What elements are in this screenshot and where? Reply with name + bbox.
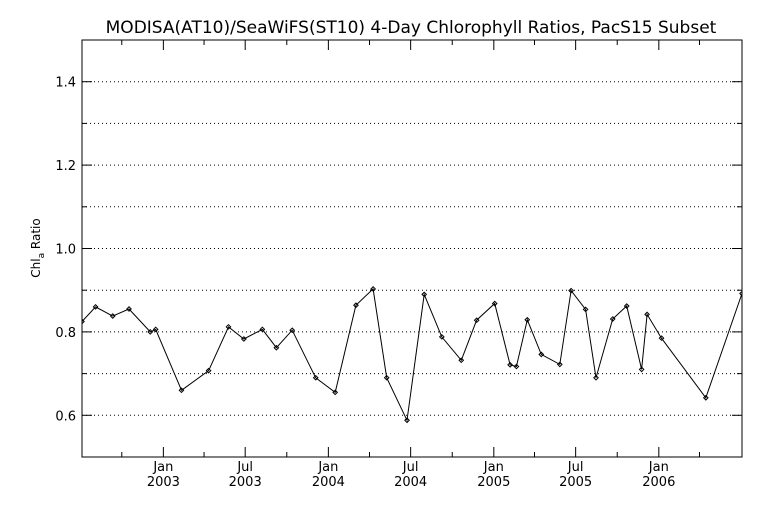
x-tick-label-month: Jul [402,460,419,475]
data-point [178,387,185,394]
x-tick-label-year: 2004 [394,475,427,490]
data-point [524,316,531,323]
y-tick-label: 0.6 [55,409,76,424]
y-axis-label: Chla Ratio [29,218,47,277]
data-point [593,374,599,381]
y-tick-label: 1.4 [55,76,76,91]
data-point [438,333,445,340]
y-axis-label-rest: Ratio [29,218,43,253]
x-axis: Jan2003Jul2003Jan2004Jul2004Jan2005Jul20… [121,40,701,490]
data-point [739,290,742,297]
y-axis: 0.6 0.8 1.0 1.2 1.4 [55,76,742,424]
x-tick-label-month: Jan [317,460,338,475]
data-point [353,302,359,309]
data-point [225,323,232,330]
data-point [82,318,85,325]
data-point [404,417,410,424]
x-tick-label-month: Jul [567,460,584,475]
data-point [644,311,650,318]
data-point [240,336,247,342]
chart-title: MODISA(AT10)/SeaWiFS(ST10) 4-Day Chlorop… [106,18,717,38]
y-tick-label: 1.0 [55,243,76,258]
data-point [609,316,616,322]
x-tick-label-month: Jan [483,460,504,475]
data-point [473,317,480,324]
data-point [421,291,428,298]
y-tick-label: 1.2 [55,159,76,174]
y-tick-label: 0.8 [55,326,76,341]
data-point [556,361,563,368]
data-point [507,361,514,368]
data-point [259,326,266,333]
x-tick-label-year: 2004 [312,475,345,490]
data-point [458,357,465,364]
x-tick-label-month: Jan [648,460,669,475]
data-point [383,374,390,381]
data-point [538,351,545,358]
grid [82,81,742,416]
data-point [312,374,319,381]
x-tick-label-year: 2005 [559,475,592,490]
data-point [147,328,154,335]
x-tick-label-year: 2003 [229,475,262,490]
x-tick-label-month: Jul [236,460,253,475]
y-axis-label-main: Chl [29,258,43,277]
data-point [513,363,520,370]
data-point [491,300,498,307]
x-tick-label-year: 2005 [477,475,510,490]
data-point [638,366,645,373]
data-point [289,327,296,334]
series-group [82,286,742,424]
x-tick-label-year: 2006 [642,475,675,490]
data-point [623,303,630,309]
x-tick-label-year: 2003 [147,475,180,490]
data-point [109,313,116,319]
data-point [568,287,575,294]
y-axis-label-subscript: a [37,253,47,259]
data-point [126,306,132,312]
data-point [702,394,709,401]
data-point [370,286,377,292]
data-point [332,389,339,396]
data-point [658,335,665,342]
series-line [82,287,742,423]
data-point [92,303,99,310]
plot-frame [81,39,743,458]
x-tick-label-month: Jan [152,460,173,475]
data-point [582,306,589,313]
data-point [152,326,159,333]
data-point [273,344,280,351]
data-point [205,367,212,374]
